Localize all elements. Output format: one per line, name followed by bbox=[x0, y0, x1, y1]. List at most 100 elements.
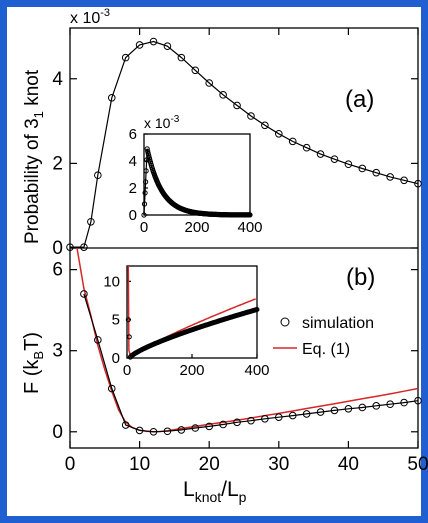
x-tick-label: 50 bbox=[407, 454, 428, 475]
series-line-simulation-b bbox=[83, 293, 419, 433]
inset-b-x-tick-label: 400 bbox=[244, 362, 269, 379]
data-point-b bbox=[191, 424, 200, 432]
y-tick-label-a: 0 bbox=[52, 238, 63, 259]
data-point-b bbox=[316, 408, 325, 416]
legend-label-simulation: simulation bbox=[302, 315, 374, 332]
data-point-a bbox=[205, 79, 213, 87]
data-point-b bbox=[135, 426, 144, 435]
series-b bbox=[76, 247, 422, 436]
y-tick-label-b: 0 bbox=[52, 422, 63, 443]
y-tick-label-a: 4 bbox=[52, 69, 63, 90]
inset-a-y-tick-label: 4 bbox=[129, 153, 137, 170]
data-point-b bbox=[372, 402, 381, 410]
data-point-a bbox=[414, 179, 422, 188]
plot-frame bbox=[69, 27, 419, 449]
x-tick-label: 40 bbox=[338, 454, 359, 475]
inset-a-line bbox=[143, 148, 250, 216]
panel-label-a: (a) bbox=[345, 86, 374, 113]
data-point-a bbox=[302, 143, 311, 152]
data-point-b bbox=[107, 384, 116, 393]
multiplier-a: x 10-3 bbox=[70, 7, 110, 27]
data-point-b bbox=[400, 398, 408, 407]
y-ticks-a: 0 2 4 bbox=[52, 69, 418, 259]
y-tick-label-b: 3 bbox=[52, 341, 63, 362]
data-point-a bbox=[275, 129, 283, 138]
x-tick-label: 30 bbox=[268, 454, 289, 475]
legend: simulation Eq. (1) bbox=[273, 315, 374, 358]
data-point-a bbox=[330, 155, 339, 163]
inset-a-x-tick-label: 200 bbox=[184, 219, 209, 236]
inset-b-y-tick-label: 10 bbox=[103, 273, 120, 290]
data-point-b bbox=[414, 396, 422, 405]
data-point-b bbox=[80, 290, 88, 298]
data-point-b bbox=[261, 415, 269, 423]
data-point-b bbox=[219, 420, 227, 429]
data-point-a bbox=[121, 53, 130, 62]
data-point-a bbox=[163, 42, 172, 50]
data-point-a bbox=[358, 164, 367, 173]
legend-marker-simulation bbox=[280, 317, 290, 327]
data-point-b bbox=[247, 416, 255, 425]
series-line-eq1-b bbox=[76, 247, 419, 433]
inset-a-y-tick-label: 6 bbox=[129, 126, 137, 143]
data-point-a bbox=[177, 53, 186, 62]
inset-a-frame bbox=[143, 133, 251, 216]
data-point-b bbox=[177, 426, 186, 434]
legend-label-eq1: Eq. (1) bbox=[302, 341, 350, 358]
data-point-b bbox=[344, 405, 353, 413]
data-point-a bbox=[386, 173, 394, 181]
data-point-b bbox=[330, 406, 339, 415]
data-point-a bbox=[344, 160, 353, 169]
inset-a-x-tick-label: 0 bbox=[140, 219, 148, 236]
data-point-b bbox=[275, 413, 283, 421]
inset-b-y-tick-label: 0 bbox=[112, 350, 120, 367]
panel-label-b: (b) bbox=[346, 264, 375, 291]
data-point-b bbox=[163, 427, 172, 436]
data-point-a bbox=[135, 41, 144, 49]
data-point-a bbox=[233, 101, 241, 110]
data-point-a bbox=[316, 150, 325, 158]
inset-a-y-tick-label: 0 bbox=[129, 207, 137, 224]
x-tick-label: 20 bbox=[199, 454, 220, 475]
inset-b-point bbox=[126, 334, 132, 340]
data-point-a bbox=[94, 171, 102, 180]
inset-b-frame bbox=[126, 265, 258, 359]
x-label: Lknot/Lp bbox=[183, 478, 247, 505]
data-point-a bbox=[80, 243, 88, 251]
data-point-b bbox=[358, 403, 367, 412]
inset-b: 0 200 400 0 5 10 bbox=[103, 265, 270, 379]
data-point-a bbox=[261, 121, 269, 130]
y-tick-label-a: 2 bbox=[52, 153, 63, 174]
data-point-a bbox=[107, 94, 116, 102]
series-line-simulation-a bbox=[70, 40, 419, 248]
inset-b-point bbox=[125, 317, 131, 323]
data-point-b bbox=[94, 336, 102, 344]
data-point-a bbox=[247, 112, 255, 120]
data-point-b bbox=[302, 410, 311, 418]
data-point-b bbox=[149, 427, 158, 436]
data-point-a bbox=[288, 137, 297, 146]
data-point-b bbox=[233, 418, 241, 427]
inset-a-y-tick-label: 2 bbox=[129, 180, 137, 197]
multiplier-inset-a: x 10-3 bbox=[144, 114, 180, 131]
data-point-a bbox=[191, 66, 200, 75]
x-tick-label: 0 bbox=[65, 454, 76, 475]
y-label-b: F (kBT) bbox=[21, 332, 46, 394]
data-point-a bbox=[372, 168, 381, 177]
data-point-b bbox=[205, 422, 213, 431]
inset-b-x-tick-label: 0 bbox=[123, 362, 131, 379]
data-point-a bbox=[149, 37, 158, 46]
inset-b-point bbox=[254, 307, 260, 312]
data-point-a bbox=[87, 217, 95, 226]
x-tick-label: 10 bbox=[129, 454, 150, 475]
inset-b-eq1-line bbox=[127, 265, 256, 359]
data-point-a bbox=[219, 91, 227, 99]
inset-b-x-tick-label: 200 bbox=[179, 362, 204, 379]
data-point-b bbox=[121, 421, 130, 429]
data-point-a bbox=[66, 243, 74, 251]
inset-a: 0 200 400 0 2 4 6 bbox=[129, 126, 263, 236]
y-tick-label-b: 6 bbox=[52, 260, 63, 281]
